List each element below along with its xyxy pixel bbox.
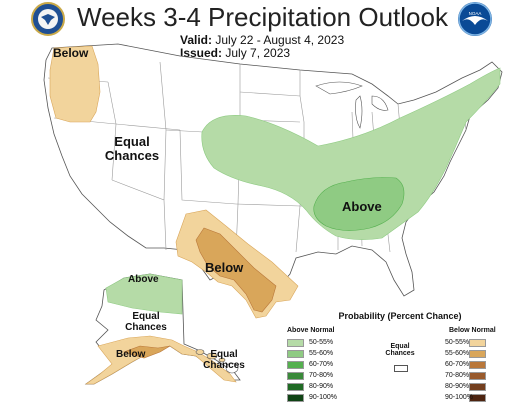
label-below-alaska: Below bbox=[116, 349, 146, 360]
legend-above-label: 90-100% bbox=[309, 394, 338, 401]
legend-below-label: 90-100% bbox=[445, 394, 474, 401]
label-equal-chances-alaska: Equal Chances bbox=[125, 311, 167, 333]
legend-below-swatch bbox=[469, 372, 486, 380]
legend-above-swatch bbox=[287, 372, 304, 380]
probability-legend: Probability (Percent Chance) Above Norma… bbox=[281, 311, 519, 403]
noaa-bird-icon: NOAA bbox=[458, 2, 492, 36]
legend-equal-label: Equal Chances bbox=[385, 343, 415, 358]
legend-above-label: 50-55% bbox=[309, 339, 334, 346]
legend-above-label: 60-70% bbox=[309, 361, 334, 368]
alaska-above-region bbox=[105, 273, 183, 315]
issued-label: Issued: bbox=[180, 46, 223, 60]
legend-below-swatch bbox=[469, 350, 486, 358]
legend-below-label: 50-55% bbox=[445, 339, 470, 346]
label-equal-chances-west: Equal Chances bbox=[104, 134, 160, 163]
region-below-mid bbox=[195, 227, 277, 313]
legend-equal-swatch bbox=[394, 365, 408, 372]
valid-label: Valid: bbox=[180, 33, 213, 47]
legend-above-label: 80-90% bbox=[309, 383, 334, 390]
legend-below-label: 60-70% bbox=[445, 361, 470, 368]
noaa-logo: NOAA bbox=[458, 2, 492, 36]
legend-above-swatch bbox=[287, 339, 304, 347]
alaska-below-core bbox=[123, 345, 171, 359]
legend-above-label: 55-60% bbox=[309, 350, 334, 357]
legend-above-swatch bbox=[287, 383, 304, 391]
region-above-light bbox=[201, 67, 501, 240]
legend-title: Probability (Percent Chance) bbox=[338, 311, 462, 321]
label-below-northwest: Below bbox=[53, 46, 89, 60]
legend-below-swatch bbox=[469, 339, 486, 347]
legend-below-label: 70-80% bbox=[445, 372, 470, 379]
label-above-east: Above bbox=[342, 199, 382, 214]
eagle-icon bbox=[38, 9, 58, 29]
legend-above-swatch bbox=[287, 350, 304, 358]
legend-above-swatch bbox=[287, 361, 304, 369]
issued-date: Issued: July 7, 2023 bbox=[180, 46, 290, 60]
legend-above-swatch bbox=[287, 394, 304, 402]
hawaii-islands bbox=[195, 349, 239, 374]
label-above-alaska: Above bbox=[128, 274, 159, 285]
legend-above-heading: Above Normal bbox=[287, 327, 335, 334]
label-below-south: Below bbox=[205, 260, 244, 275]
legend-below-heading: Below Normal bbox=[449, 327, 496, 334]
svg-text:NOAA: NOAA bbox=[469, 11, 482, 16]
valid-value: July 22 - August 4, 2023 bbox=[215, 33, 345, 47]
region-below-northwest bbox=[49, 45, 101, 123]
legend-below-swatch bbox=[469, 361, 486, 369]
legend-below-swatch bbox=[469, 394, 486, 402]
legend-below-label: 55-60% bbox=[445, 350, 470, 357]
region-above-mid bbox=[313, 177, 405, 231]
label-equal-chances-hawaii: Equal Chances bbox=[203, 349, 245, 371]
legend-below-swatch bbox=[469, 383, 486, 391]
page-title: Weeks 3-4 Precipitation Outlook bbox=[77, 2, 448, 32]
legend-below-label: 80-90% bbox=[445, 383, 470, 390]
issued-value: July 7, 2023 bbox=[225, 46, 291, 60]
valid-dates: Valid: July 22 - August 4, 2023 bbox=[180, 33, 344, 47]
legend-above-label: 70-80% bbox=[309, 372, 334, 379]
doc-seal-logo bbox=[31, 2, 65, 36]
alaska-below-region bbox=[85, 335, 237, 385]
